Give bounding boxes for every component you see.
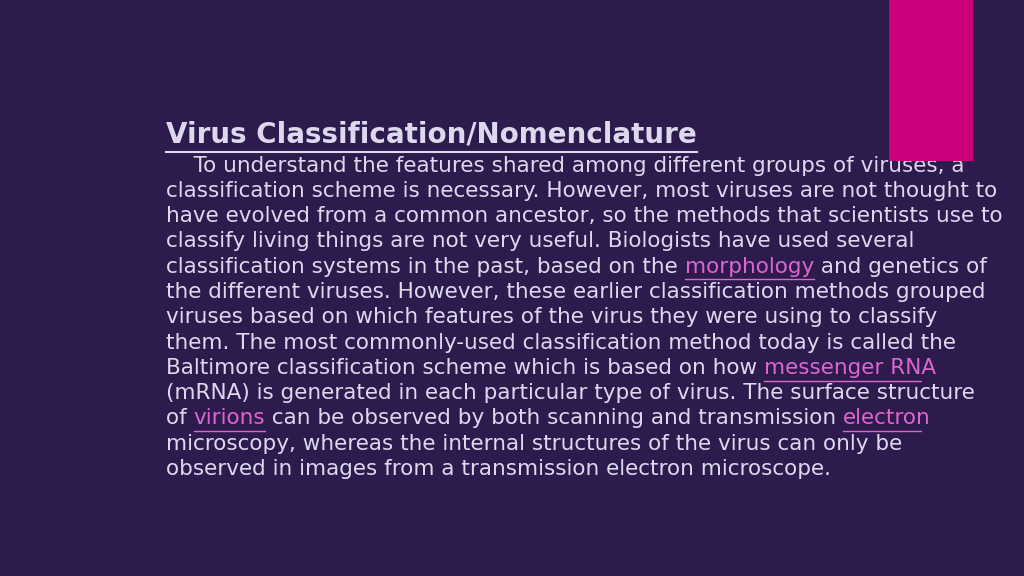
Text: messenger RNA: messenger RNA (764, 358, 936, 378)
Text: can be observed by both scanning and transmission: can be observed by both scanning and tra… (265, 408, 844, 429)
Text: classification systems in the past, based on the: classification systems in the past, base… (166, 257, 685, 276)
Text: (mRNA) is generated in each particular type of virus. The surface structure: (mRNA) is generated in each particular t… (166, 383, 975, 403)
Text: To understand the features shared among different groups of viruses, a: To understand the features shared among … (166, 156, 965, 176)
Text: them. The most commonly-used classification method today is called the: them. The most commonly-used classificat… (166, 332, 956, 353)
Text: the different viruses. However, these earlier classification methods grouped: the different viruses. However, these ea… (166, 282, 985, 302)
Text: Virus Classification/Nomenclature: Virus Classification/Nomenclature (166, 120, 697, 148)
Text: have evolved from a common ancestor, so the methods that scientists use to: have evolved from a common ancestor, so … (166, 206, 1002, 226)
Text: classification scheme is necessary. However, most viruses are not thought to: classification scheme is necessary. Howe… (166, 181, 997, 201)
Text: and genetics of: and genetics of (814, 257, 987, 276)
Text: microscopy, whereas the internal structures of the virus can only be: microscopy, whereas the internal structu… (166, 434, 902, 454)
Text: Baltimore classification scheme which is based on how: Baltimore classification scheme which is… (166, 358, 764, 378)
Text: observed in images from a transmission electron microscope.: observed in images from a transmission e… (166, 459, 831, 479)
Text: viruses based on which features of the virus they were using to classify: viruses based on which features of the v… (166, 307, 937, 327)
Text: of: of (166, 408, 194, 429)
Text: classify living things are not very useful. Biologists have used several: classify living things are not very usef… (166, 232, 914, 252)
Text: morphology: morphology (685, 257, 814, 276)
Text: virions: virions (194, 408, 265, 429)
Text: electron: electron (844, 408, 931, 429)
